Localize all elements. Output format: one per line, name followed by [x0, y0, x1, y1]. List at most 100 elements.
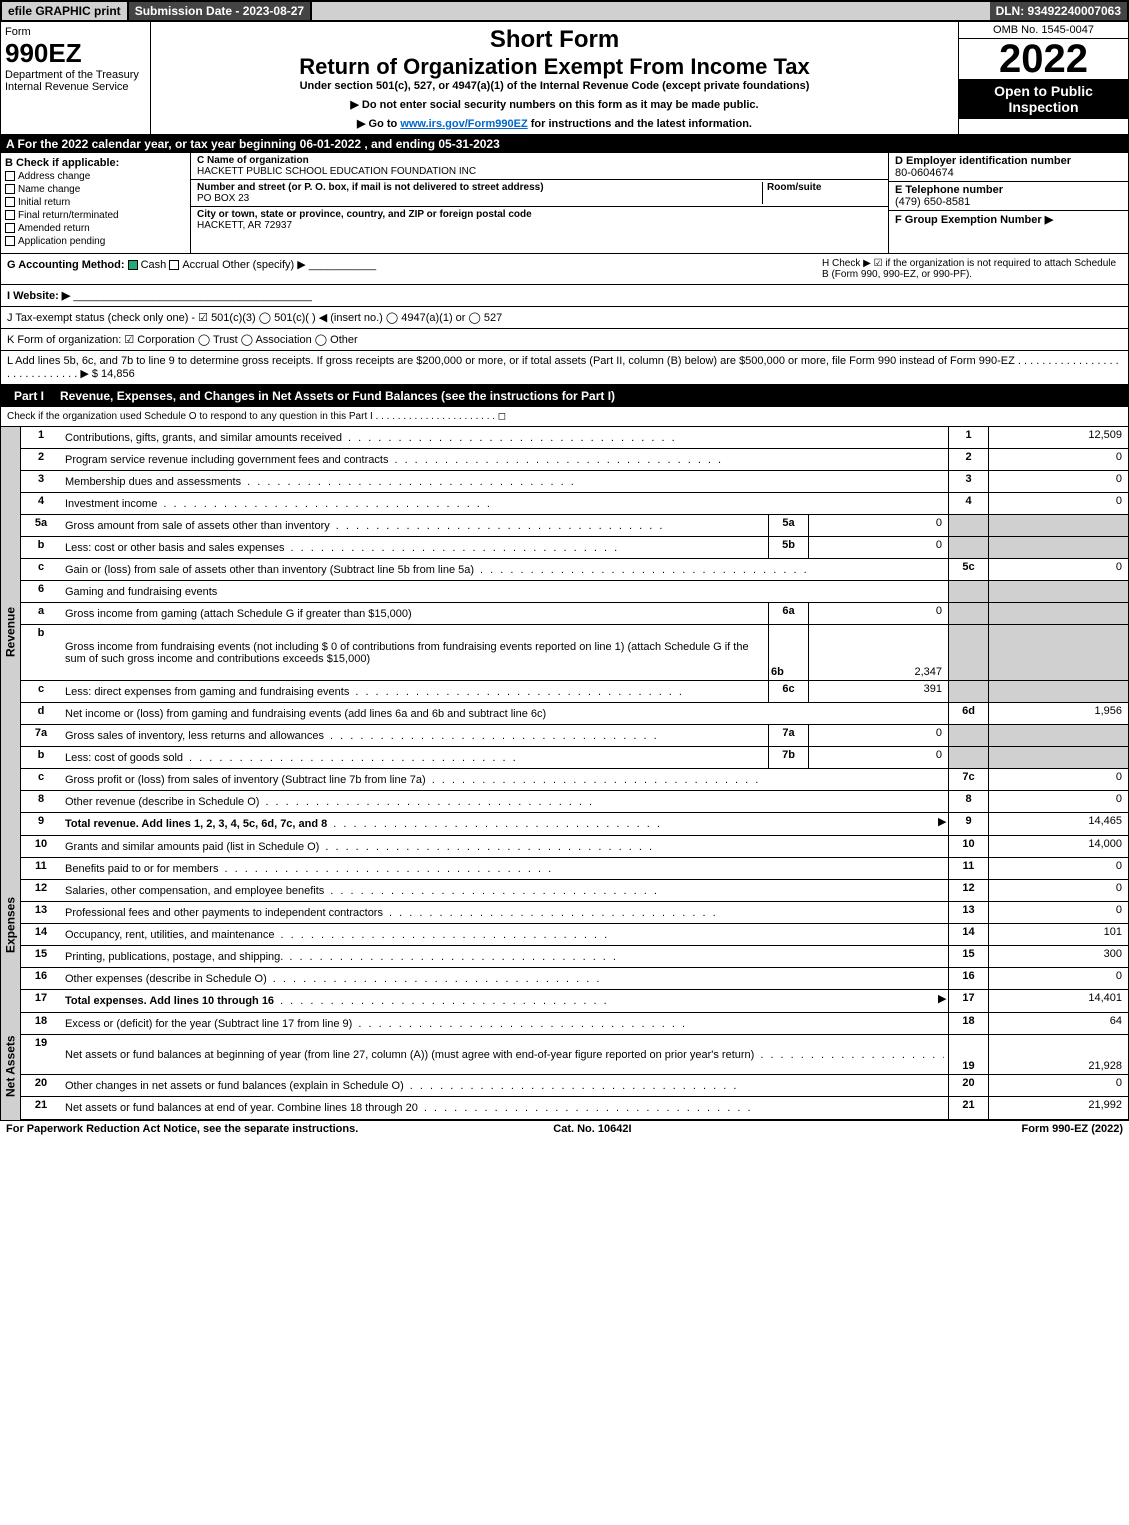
expenses-group: Expenses 10Grants and similar amounts pa… [0, 836, 1129, 1013]
part-1-check: Check if the organization used Schedule … [0, 407, 1129, 427]
org-city: HACKETT, AR 72937 [197, 220, 292, 231]
c-name-label: C Name of organization [197, 155, 309, 166]
line-14: Occupancy, rent, utilities, and maintena… [61, 924, 948, 945]
val-16: 0 [988, 968, 1128, 989]
line-15: Printing, publications, postage, and shi… [61, 946, 948, 967]
cb-cash[interactable] [128, 260, 138, 270]
c-city-label: City or town, state or province, country… [197, 209, 532, 220]
header-left: Form 990EZ Department of the Treasury In… [1, 22, 151, 134]
cb-accrual[interactable] [169, 260, 179, 270]
header-right: OMB No. 1545-0047 2022 Open to Public In… [958, 22, 1128, 134]
val-1: 12,509 [988, 427, 1128, 448]
line-12: Salaries, other compensation, and employ… [61, 880, 948, 901]
line-4: Investment income [61, 493, 948, 514]
instruction-2: ▶ Go to www.irs.gov/Form990EZ for instru… [155, 117, 954, 130]
line-18: Excess or (deficit) for the year (Subtra… [61, 1013, 948, 1034]
line-8: Other revenue (describe in Schedule O) [61, 791, 948, 812]
val-20: 0 [988, 1075, 1128, 1096]
footer: For Paperwork Reduction Act Notice, see … [0, 1120, 1129, 1137]
f-label: F Group Exemption Number ▶ [895, 214, 1053, 226]
cat-no: Cat. No. 10642I [553, 1123, 631, 1135]
cb-pending[interactable]: Application pending [5, 236, 186, 247]
cb-final-return[interactable]: Final return/terminated [5, 210, 186, 221]
block-b-c-d-e-f: B Check if applicable: Address change Na… [0, 153, 1129, 254]
section-h: H Check ▶ ☑ if the organization is not r… [822, 258, 1122, 280]
dept-label: Department of the Treasury [5, 69, 146, 81]
line-7a: Gross sales of inventory, less returns a… [61, 725, 768, 746]
line-21: Net assets or fund balances at end of ye… [61, 1097, 948, 1119]
instruction-1: ▶ Do not enter social security numbers o… [155, 98, 954, 111]
part-1-title: Revenue, Expenses, and Changes in Net As… [60, 389, 615, 403]
netassets-tab: Net Assets [0, 1013, 20, 1120]
section-i: I Website: ▶ ___________________________… [0, 285, 1129, 307]
val-19: 21,928 [988, 1035, 1128, 1074]
val-12: 0 [988, 880, 1128, 901]
line-13: Professional fees and other payments to … [61, 902, 948, 923]
org-addr: PO BOX 23 [197, 193, 249, 204]
efile-label[interactable]: efile GRAPHIC print [2, 2, 129, 20]
val-8: 0 [988, 791, 1128, 812]
telephone: (479) 650-8581 [895, 196, 970, 208]
val-21: 21,992 [988, 1097, 1128, 1119]
val-14: 101 [988, 924, 1128, 945]
title-return: Return of Organization Exempt From Incom… [155, 54, 954, 80]
dln: DLN: 93492240007063 [990, 2, 1127, 20]
g-label: G Accounting Method: [7, 259, 125, 271]
header-center: Short Form Return of Organization Exempt… [151, 22, 958, 134]
room-label: Room/suite [767, 182, 821, 193]
section-k: K Form of organization: ☑ Corporation ◯ … [0, 329, 1129, 351]
val-7c: 0 [988, 769, 1128, 790]
section-b: B Check if applicable: Address change Na… [1, 153, 191, 253]
form-number: 990EZ [5, 38, 146, 69]
line-6b: Gross income from fundraising events (no… [61, 625, 768, 680]
cb-name-change[interactable]: Name change [5, 184, 186, 195]
line-1: Contributions, gifts, grants, and simila… [61, 427, 948, 448]
part-1-header: Part I Revenue, Expenses, and Changes in… [0, 385, 1129, 407]
revenue-tab: Revenue [0, 427, 20, 836]
expenses-tab: Expenses [0, 836, 20, 1013]
form-header: Form 990EZ Department of the Treasury In… [0, 22, 1129, 135]
section-c: C Name of organizationHACKETT PUBLIC SCH… [191, 153, 888, 253]
val-10: 14,000 [988, 836, 1128, 857]
val-13: 0 [988, 902, 1128, 923]
val-18: 64 [988, 1013, 1128, 1034]
line-3: Membership dues and assessments [61, 471, 948, 492]
line-9: Total revenue. Add lines 1, 2, 3, 4, 5c,… [61, 813, 936, 835]
tax-year: 2022 [959, 39, 1128, 79]
section-j: J Tax-exempt status (check only one) - ☑… [0, 307, 1129, 329]
ein: 80-0604674 [895, 167, 954, 179]
val-6d: 1,956 [988, 703, 1128, 724]
line-11: Benefits paid to or for members [61, 858, 948, 879]
part-1-label: Part I [6, 387, 52, 405]
cb-initial-return[interactable]: Initial return [5, 197, 186, 208]
val-3: 0 [988, 471, 1128, 492]
val-2: 0 [988, 449, 1128, 470]
val-5c: 0 [988, 559, 1128, 580]
line-2: Program service revenue including govern… [61, 449, 948, 470]
e-label: E Telephone number [895, 184, 1003, 196]
cb-address-change[interactable]: Address change [5, 171, 186, 182]
subtitle: Under section 501(c), 527, or 4947(a)(1)… [155, 80, 954, 92]
paperwork-notice: For Paperwork Reduction Act Notice, see … [6, 1123, 358, 1135]
form-ref: Form 990-EZ (2022) [1022, 1123, 1123, 1135]
line-10: Grants and similar amounts paid (list in… [61, 836, 948, 857]
org-name: HACKETT PUBLIC SCHOOL EDUCATION FOUNDATI… [197, 166, 476, 177]
cb-amended[interactable]: Amended return [5, 223, 186, 234]
irs-link[interactable]: www.irs.gov/Form990EZ [400, 118, 527, 130]
netassets-group: Net Assets 18Excess or (deficit) for the… [0, 1013, 1129, 1120]
title-short-form: Short Form [155, 26, 954, 54]
line-5c: Gain or (loss) from sale of assets other… [61, 559, 948, 580]
line-17: Total expenses. Add lines 10 through 16 [61, 990, 936, 1012]
revenue-group: Revenue 1Contributions, gifts, grants, a… [0, 427, 1129, 836]
top-bar: efile GRAPHIC print Submission Date - 20… [0, 0, 1129, 22]
line-20: Other changes in net assets or fund bala… [61, 1075, 948, 1096]
val-9: 14,465 [988, 813, 1128, 835]
line-19: Net assets or fund balances at beginning… [61, 1035, 948, 1074]
section-d-e-f: D Employer identification number80-06046… [888, 153, 1128, 253]
line-6: Gaming and fundraising events [61, 581, 948, 602]
val-4: 0 [988, 493, 1128, 514]
open-inspection: Open to Public Inspection [959, 79, 1128, 119]
c-addr-label: Number and street (or P. O. box, if mail… [197, 182, 544, 193]
form-label: Form [5, 26, 146, 38]
line-5b: Less: cost or other basis and sales expe… [61, 537, 768, 558]
